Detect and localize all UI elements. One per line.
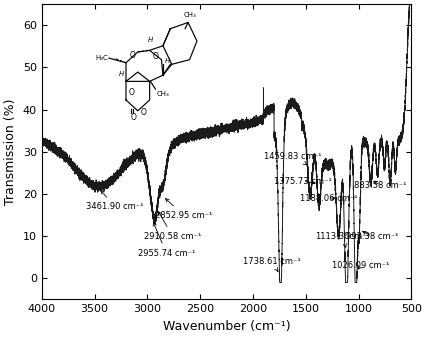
Text: 1459.83 cm⁻¹: 1459.83 cm⁻¹ (264, 152, 322, 165)
Text: 2852.95 cm⁻¹: 2852.95 cm⁻¹ (155, 198, 212, 220)
Text: 1188.06 cm⁻¹: 1188.06 cm⁻¹ (300, 194, 358, 203)
Text: 1113.30cm⁻¹: 1113.30cm⁻¹ (315, 232, 370, 247)
Text: 2955.74 cm⁻¹: 2955.74 cm⁻¹ (138, 223, 195, 257)
Y-axis label: Transmission (%): Transmission (%) (4, 98, 17, 205)
Text: 2910.58 cm⁻¹: 2910.58 cm⁻¹ (144, 212, 201, 241)
Text: 883.58 cm⁻¹: 883.58 cm⁻¹ (354, 181, 407, 190)
Text: 993.38 cm⁻¹: 993.38 cm⁻¹ (346, 232, 398, 241)
Text: 1375.73 cm⁻¹: 1375.73 cm⁻¹ (273, 177, 331, 186)
X-axis label: Wavenumber (cm⁻¹): Wavenumber (cm⁻¹) (163, 320, 291, 333)
Text: 1738.61 cm⁻¹: 1738.61 cm⁻¹ (243, 257, 301, 271)
Text: 3461.90 cm⁻¹: 3461.90 cm⁻¹ (86, 190, 143, 211)
Text: 1026.09 cm⁻¹: 1026.09 cm⁻¹ (332, 261, 389, 270)
